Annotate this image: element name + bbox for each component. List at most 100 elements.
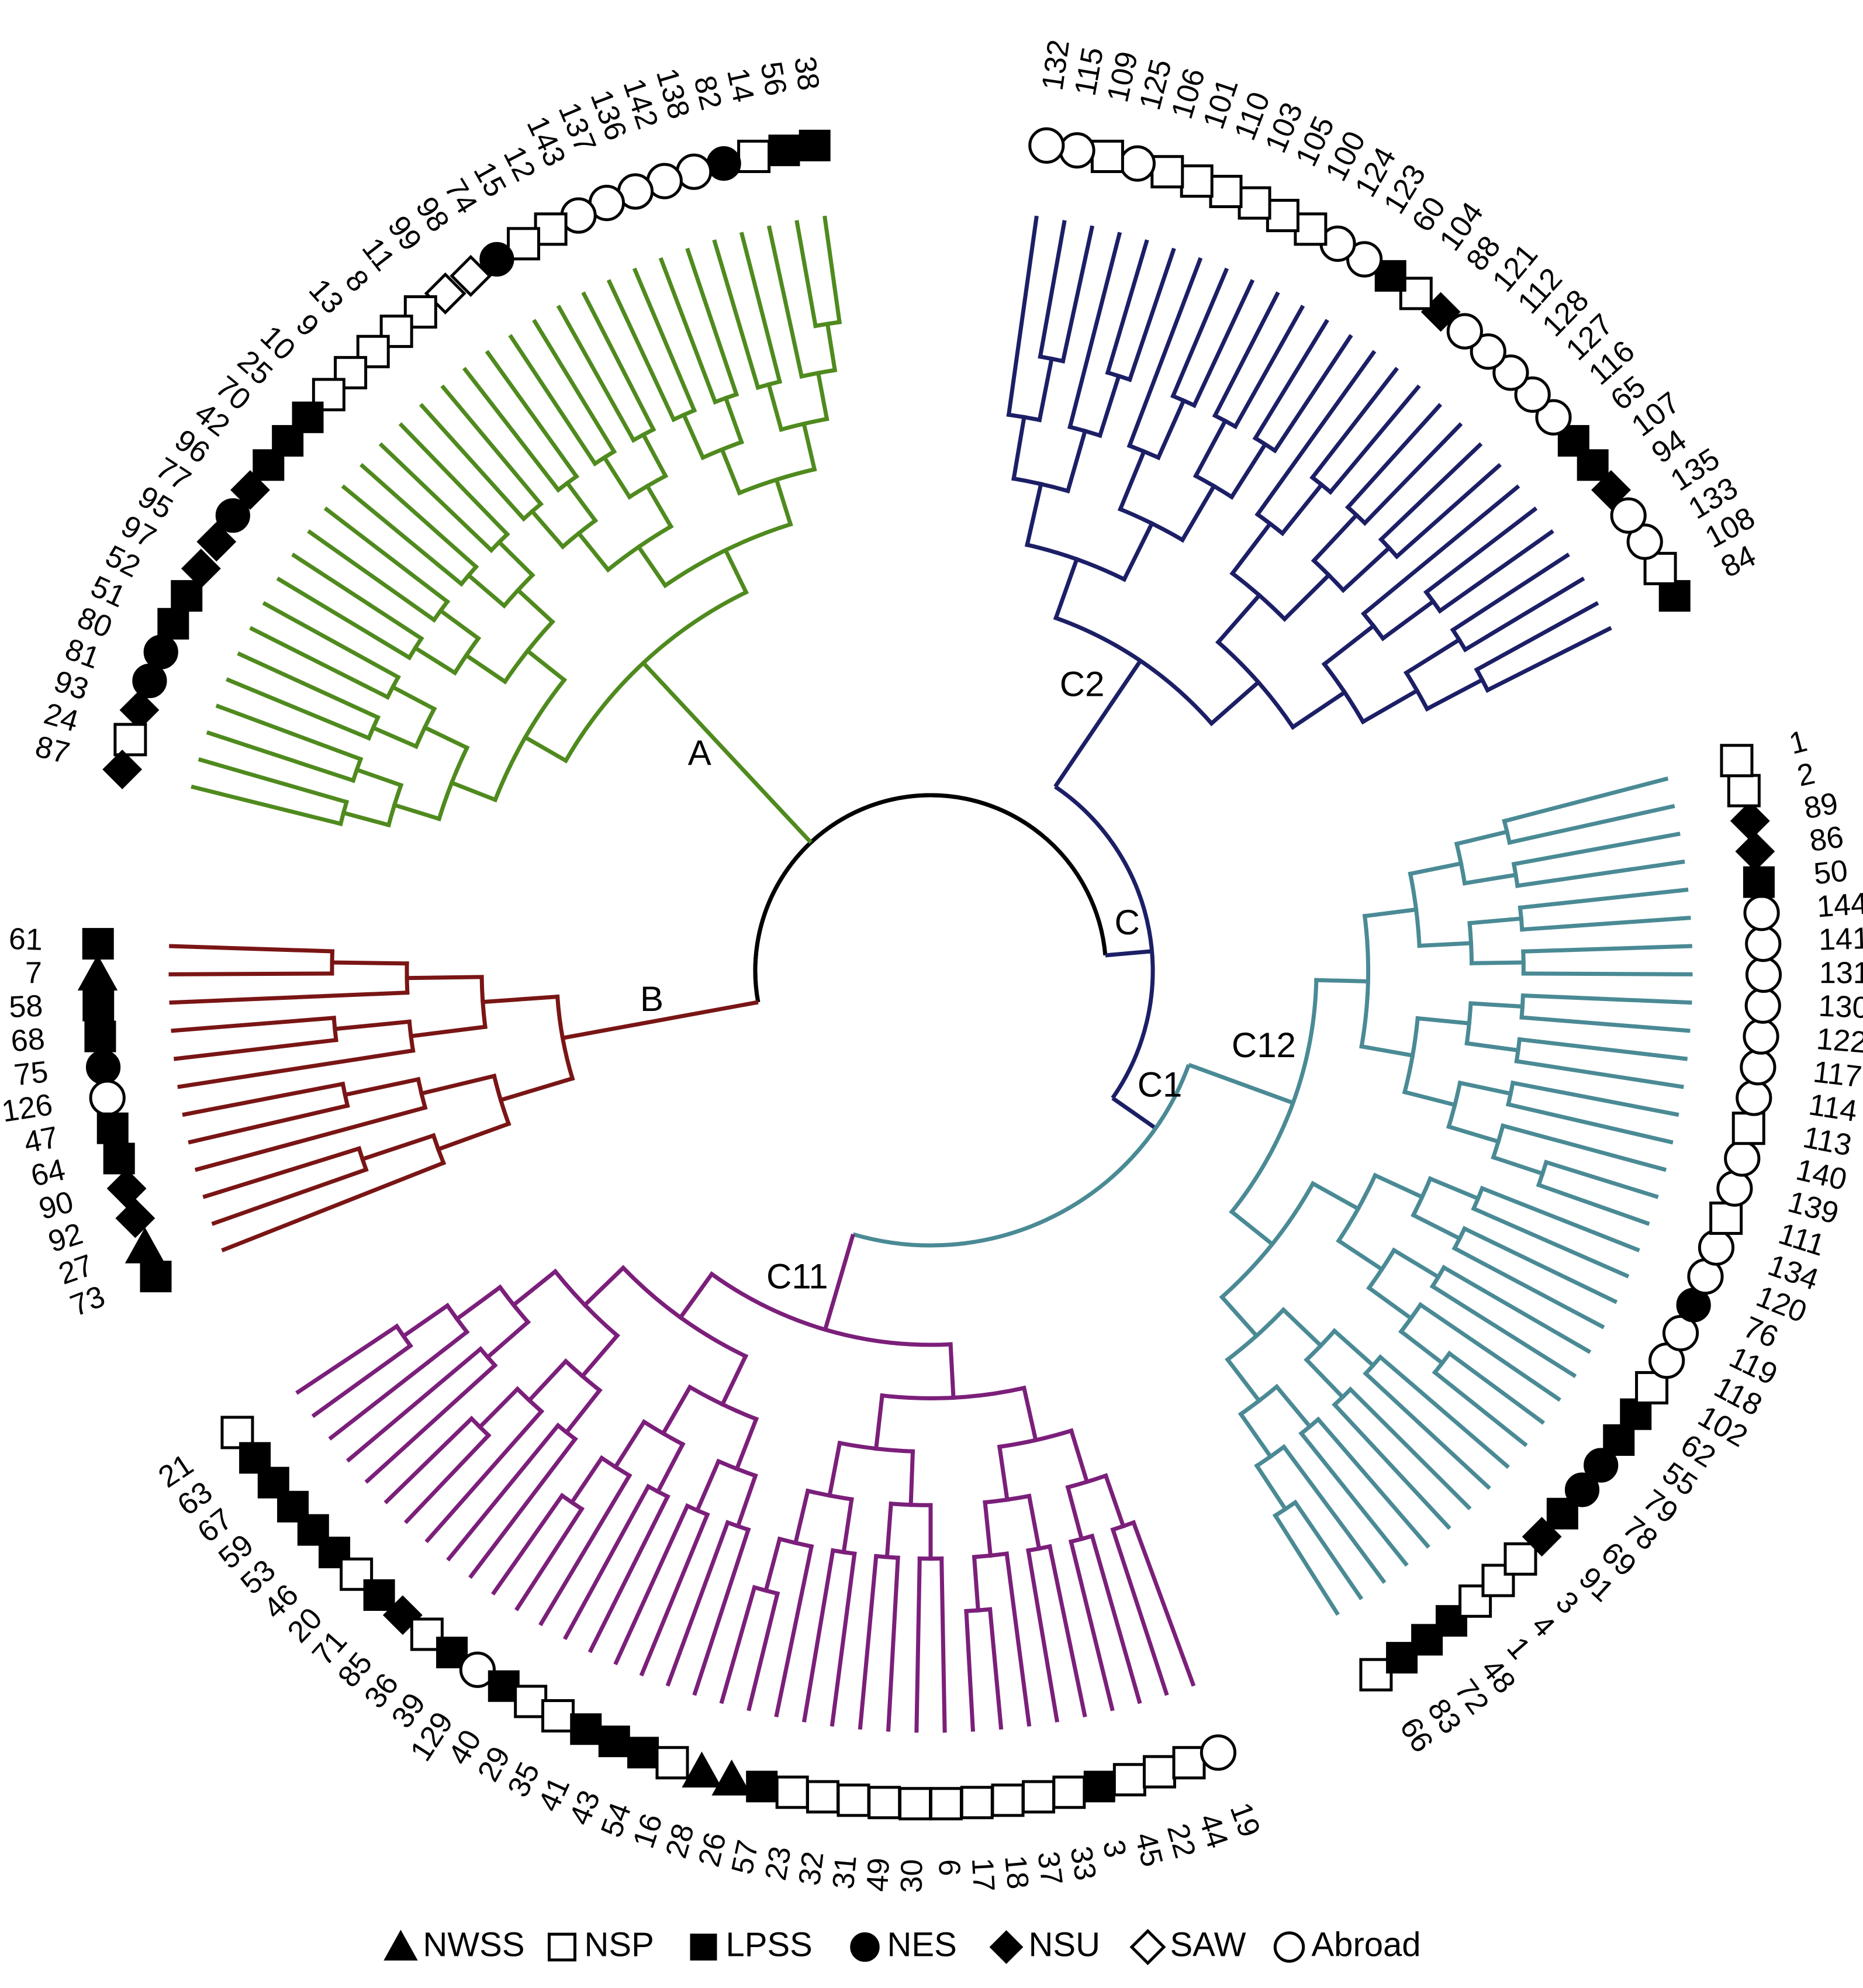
branch-stem [407,1435,489,1521]
leaf-marker [516,1686,546,1717]
branch-arc [891,1504,931,1506]
leaf-marker [364,1580,395,1610]
leaf-label: 31 [827,1854,863,1891]
branch-stem [1450,1354,1543,1422]
branch-stem [1335,1331,1373,1365]
branch-stem [205,1148,360,1196]
branch-stem [722,1587,755,1701]
branch-arc [1257,1447,1284,1466]
branch-stem [1068,1487,1082,1539]
legend-symbol-nwss [385,1931,417,1961]
branch-stem [796,1491,808,1543]
branch-stem [1516,1061,1681,1087]
branch-stem [1523,946,1691,951]
leaf-marker [739,141,769,171]
leaf-label: 30 [895,1859,929,1893]
branch-stem [584,294,654,429]
branch-stem [1068,431,1085,491]
branch-stem [1275,337,1350,451]
branch-stem [1183,486,1214,540]
branch-stem [1056,559,1077,618]
branch-stem [635,270,694,410]
branch-stem [832,1554,855,1724]
legend-label: NWSS [423,1925,525,1963]
branch-stem [528,651,565,680]
branch-stem [1241,1414,1271,1457]
leaf-marker [869,1787,900,1818]
branch-arc [558,477,576,490]
branch-stem [616,1422,644,1467]
branch-stem [680,1274,712,1317]
branch-stem [572,1458,602,1503]
branch-stem [1494,1157,1543,1174]
branch-arc [566,1361,600,1390]
branch-stem [494,1496,562,1593]
legend-label: NSP [585,1925,654,1963]
branch-stem [1276,1516,1337,1613]
leaf-label: 144 [1816,887,1863,924]
branch-stem [441,610,478,638]
branch-stem [171,993,407,1003]
legend-symbol-saw [1132,1931,1164,1963]
branch-stem [1041,222,1064,357]
branch-arc [833,1551,855,1554]
branch-stem [818,373,827,419]
branch-stem [1194,282,1252,405]
leaf-label: 141 [1818,921,1863,957]
branch-stem [797,222,815,326]
branch-stem [1235,308,1302,427]
legend-label: LPSS [726,1925,813,1963]
branch-stem [197,1107,425,1169]
branch-arc [1339,1175,1375,1241]
branch-stem [1007,1554,1029,1724]
branch-arc [1433,1268,1444,1286]
branch-arc [966,1609,990,1611]
branch-arc [1516,1040,1519,1061]
branch-stem [483,997,558,1002]
branch-stem [1173,270,1226,396]
branch-arc [505,622,552,682]
branch-stem [332,962,407,964]
branch-arc [1232,574,1284,619]
leaf-label: 58 [8,989,43,1024]
leaf-marker [628,1737,658,1768]
cluster-c12-branches [1222,779,1691,1613]
leaf-marker [171,581,202,611]
branch-arc [1241,1387,1277,1414]
branch-arc [1325,664,1363,722]
branch-stem [1503,1126,1664,1169]
branch-stem [1121,451,1145,509]
branch-stem [526,737,566,761]
node-label-b: B [640,979,663,1019]
branch-stem [1472,962,1524,963]
branch-stem [1232,444,1265,497]
branch-stem [1293,692,1345,727]
leaf-marker [98,1113,128,1144]
branch-stem [1465,579,1582,650]
branch-arc [974,1554,1007,1557]
leaf-marker [1505,1544,1536,1574]
branch-arc [409,638,421,658]
leaf-marker [1744,867,1774,898]
branch-stem [1465,875,1516,883]
branch-stem [449,1426,558,1559]
leaf-marker [1448,315,1481,348]
branch-arc [1453,630,1465,650]
branch-arc [1401,1305,1420,1332]
branch-arc [1041,357,1063,361]
branch-stem [1413,1215,1460,1238]
leaf-label: 18 [998,1854,1035,1891]
branch-stem [1406,640,1459,673]
branch-stem [176,1040,336,1059]
leaf-label: 86 [1807,820,1846,858]
backbone [563,661,1294,1330]
branch-stem [1014,417,1024,478]
node-label-c2: C2 [1060,665,1105,704]
leaf-label: 131 [1819,956,1863,990]
branch-stem [374,728,416,747]
leaf-marker [83,990,113,1021]
branch-stem [1232,524,1270,574]
branch-stem [173,1018,334,1031]
